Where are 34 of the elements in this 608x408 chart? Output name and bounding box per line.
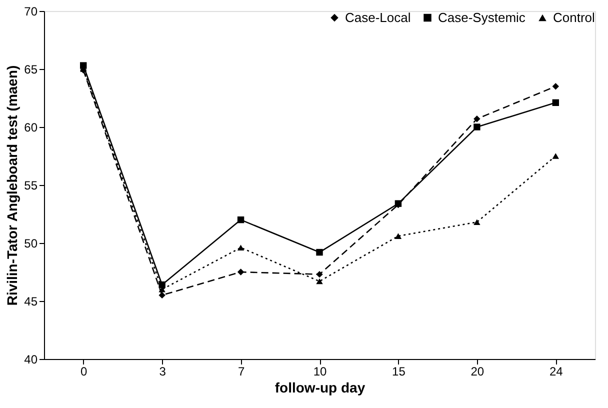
y-tick-label: 65 bbox=[24, 62, 38, 76]
legend-label: Case-Systemic bbox=[438, 10, 526, 25]
point bbox=[158, 292, 166, 299]
point bbox=[552, 99, 559, 106]
point bbox=[316, 270, 323, 278]
point bbox=[474, 116, 480, 122]
point bbox=[474, 124, 480, 130]
legend-label: Control bbox=[553, 10, 596, 25]
y-tick-label: 55 bbox=[24, 178, 38, 192]
y-tick-label: 45 bbox=[24, 294, 38, 308]
x-tick-label: 7 bbox=[238, 364, 245, 378]
point bbox=[237, 244, 244, 251]
y-axis-title: Rivilin-Tator Angleboard test (maen) bbox=[4, 65, 20, 306]
y-tick-label: 60 bbox=[24, 120, 38, 134]
point bbox=[474, 219, 480, 226]
point bbox=[316, 248, 323, 256]
point bbox=[237, 268, 244, 276]
y-tick-label: 40 bbox=[24, 352, 38, 366]
x-tick-label: 20 bbox=[470, 364, 484, 378]
point bbox=[552, 153, 559, 159]
x-tick-label: 0 bbox=[80, 364, 88, 378]
point bbox=[158, 281, 166, 288]
y-tick-label: 50 bbox=[24, 236, 38, 250]
x-tick-label: 3 bbox=[159, 364, 166, 378]
point bbox=[552, 83, 559, 90]
x-tick-label: 15 bbox=[392, 364, 406, 378]
x-tick-label: 24 bbox=[549, 364, 564, 378]
point bbox=[316, 278, 323, 284]
x-tick-label: 10 bbox=[313, 364, 327, 378]
y-tick-label: 70 bbox=[24, 4, 38, 18]
point bbox=[237, 216, 244, 224]
point bbox=[394, 233, 402, 239]
legend-label: Case-Local bbox=[345, 10, 411, 25]
x-axis-title: follow-up day bbox=[274, 380, 366, 396]
